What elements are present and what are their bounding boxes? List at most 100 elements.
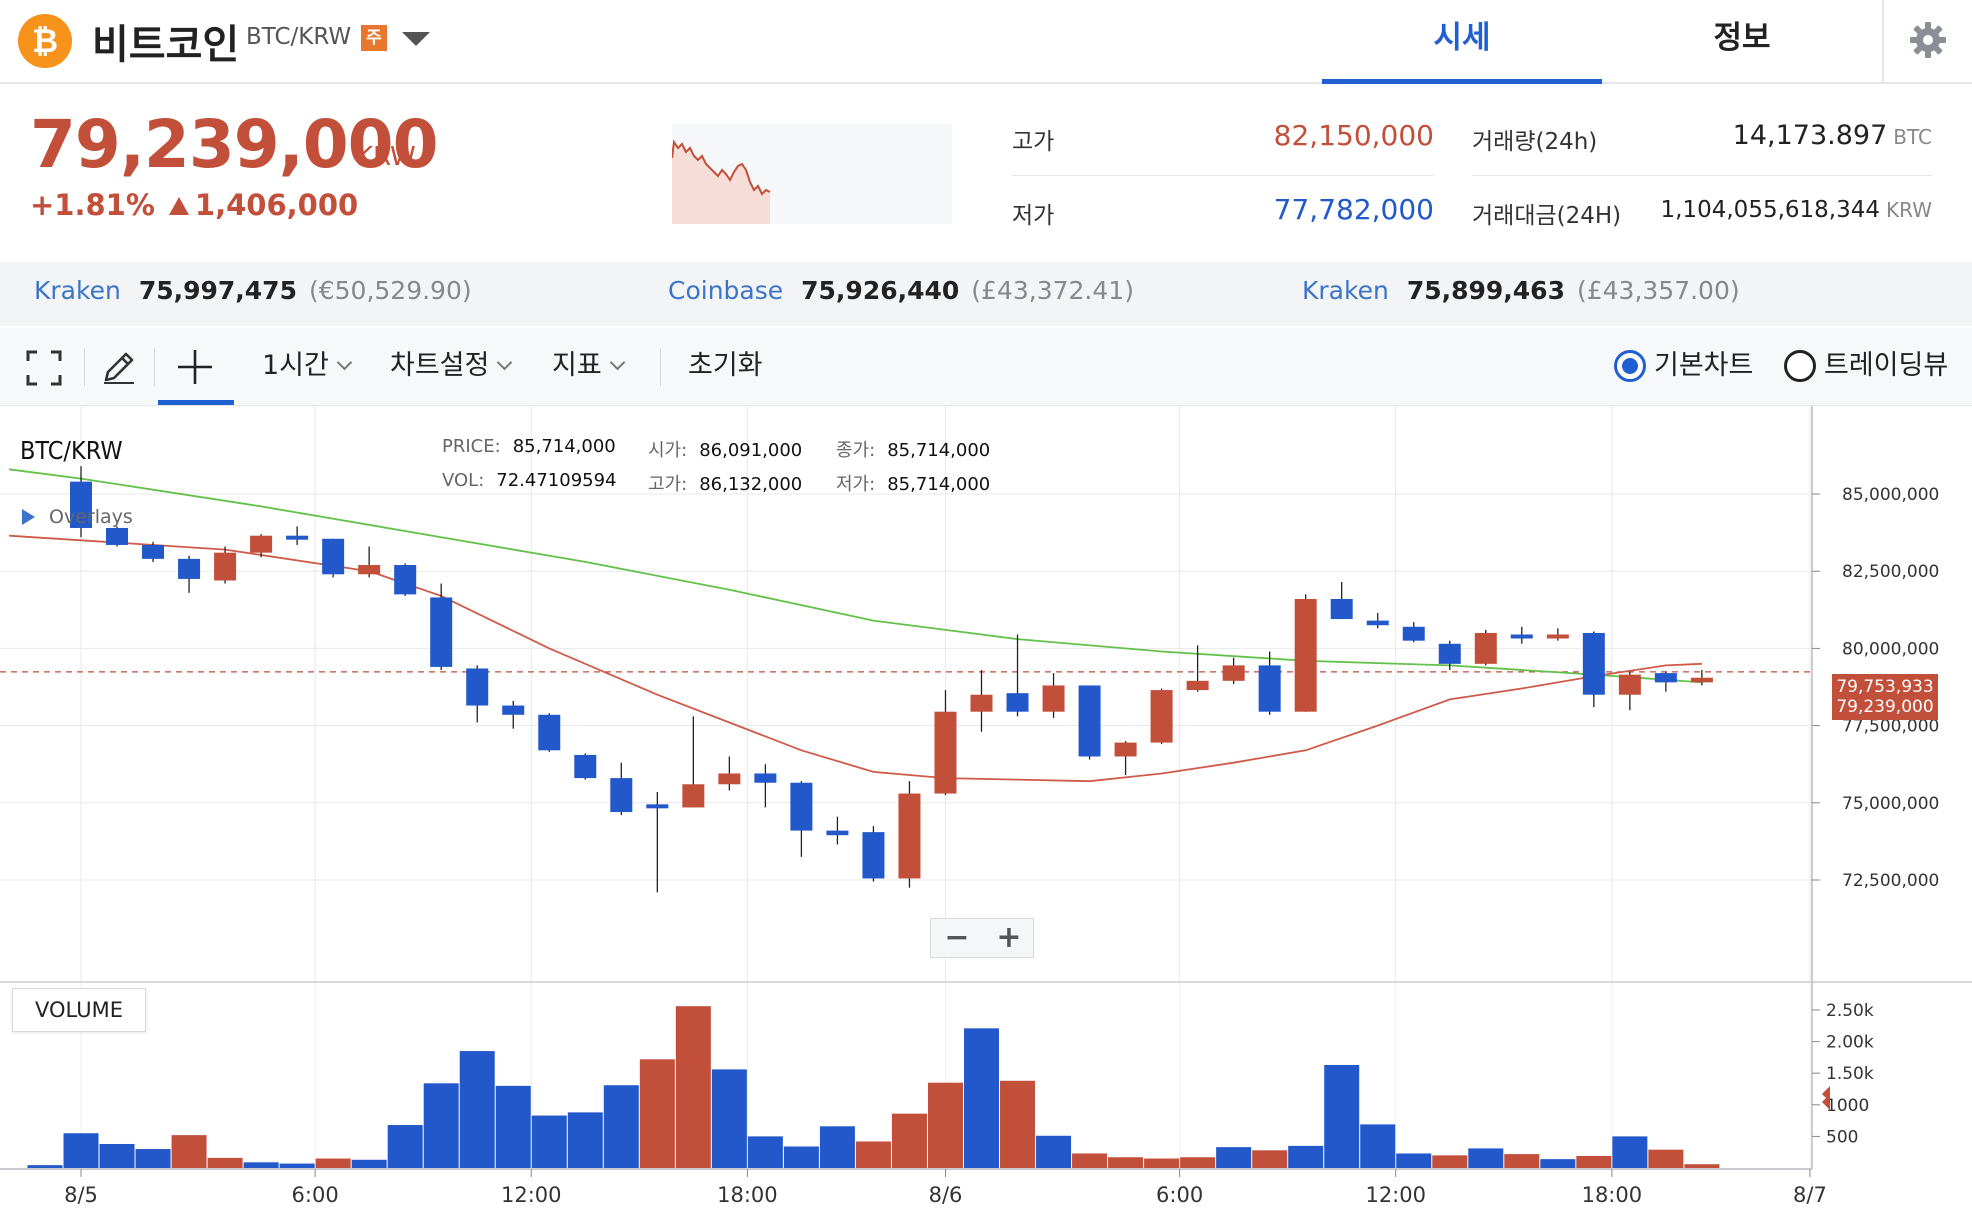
volume-bar (27, 1165, 63, 1168)
volume-bar (675, 1006, 711, 1168)
chart-toolbar: 1시간 차트설정 지표 초기화 기본차트 트레이딩뷰 (0, 328, 1972, 406)
time-axis-label: 8/6 (929, 1183, 963, 1207)
zoom-out-button[interactable]: − (944, 920, 970, 955)
toolbar-separator (84, 348, 85, 386)
last-price-tag-pointer (1822, 1094, 1830, 1110)
time-axis-label: 18:00 (717, 1183, 778, 1207)
legend-close: 종가: 85,714,000 (836, 440, 991, 461)
volume-bar (891, 1113, 927, 1168)
legend-low: 저가: 85,714,000 (836, 474, 991, 495)
candle-body (106, 527, 129, 545)
volume-bar (783, 1146, 819, 1168)
volume-bar (171, 1135, 207, 1168)
volume-axis-label: 500 (1826, 1127, 1858, 1147)
chart-settings-dropdown[interactable]: 차트설정 (390, 328, 513, 406)
active-tool-indicator (158, 400, 234, 405)
candle-body (826, 830, 849, 836)
price-axis-label: 77,500,000 (1842, 717, 1939, 737)
header-divider (1882, 0, 1884, 84)
price-axis-label: 80,000,000 (1842, 639, 1939, 659)
candle-body (1546, 634, 1569, 639)
candle-body (286, 535, 309, 540)
change-percent: +1.81% (30, 188, 155, 222)
exchange-item[interactable]: Coinbase 75,926,440 (£43,372.41) (668, 276, 1134, 305)
price-chart[interactable]: 85,000,000 82,500,000 80,000,000 77,500,000… (0, 406, 1972, 1226)
overlays-toggle[interactable]: Overlays (22, 506, 133, 528)
exchange-item[interactable]: Kraken 75,997,475 (€50,529.90) (34, 276, 472, 305)
coin-pair: BTC/KRW (246, 24, 352, 50)
volume-bar (1360, 1124, 1396, 1168)
volume-bar (1180, 1157, 1216, 1168)
volume-bar (1072, 1153, 1108, 1168)
toolbar-separator (154, 348, 155, 386)
radio-tradingview-label[interactable]: 트레이딩뷰 (1824, 350, 1949, 381)
volume-bar (279, 1163, 315, 1168)
radio-basic-chart-label[interactable]: 기본차트 (1654, 350, 1754, 381)
volume-24h-value: 14,173.897 BTC (1732, 120, 1932, 151)
volume-bar (459, 1051, 495, 1168)
stats-divider (1472, 175, 1932, 176)
volume-bar (1648, 1149, 1684, 1168)
radio-basic-chart[interactable] (1614, 350, 1646, 382)
pencil-icon[interactable] (100, 348, 138, 386)
chevron-down-icon (336, 354, 353, 371)
price-axis-label: 75,000,000 (1842, 794, 1939, 814)
sparkline-chart (672, 124, 952, 224)
low-label: 저가 (1012, 203, 1055, 229)
gear-icon[interactable] (1908, 20, 1948, 60)
last-price-tag: 79,239,000 (1832, 694, 1938, 720)
time-axis-label: 18:00 (1582, 1183, 1643, 1207)
candle-body (646, 804, 669, 809)
candle-body (394, 565, 417, 595)
fullscreen-icon[interactable] (26, 350, 62, 386)
volume-bar (423, 1083, 459, 1168)
volume-bar (711, 1069, 747, 1168)
candle-body (610, 778, 633, 813)
chevron-down-icon[interactable] (402, 32, 430, 46)
price-axis-label: 82,500,000 (1842, 562, 1939, 582)
candle-body (1078, 685, 1101, 757)
crosshair-icon[interactable] (176, 348, 214, 386)
bitcoin-logo-icon: ₿ (18, 14, 72, 68)
tab-info[interactable]: 정보 (1713, 20, 1771, 56)
volume-bar (567, 1112, 603, 1168)
time-axis-label: 6:00 (1156, 1183, 1203, 1207)
time-axis-label: 8/5 (64, 1183, 98, 1207)
volume-bar (243, 1162, 279, 1168)
volume-bar (1144, 1158, 1180, 1168)
volume-axis-label: 1000 (1826, 1096, 1869, 1116)
volume-bar (207, 1157, 243, 1168)
volume-bar (1504, 1154, 1540, 1168)
candle-body (1654, 673, 1677, 683)
candle-body (1402, 626, 1425, 641)
app-header: ₿ 비트코인 BTC/KRW 주 시세 정보 (0, 0, 1972, 84)
candle-body (1150, 690, 1173, 743)
coin-name: 비트코인 (92, 22, 240, 68)
exchange-item[interactable]: Kraken 75,899,463 (£43,357.00) (1302, 276, 1740, 305)
change-amount: 1,406,000 (194, 188, 359, 222)
exchange-price-bar: Kraken 75,997,475 (€50,529.90) Coinbase 75,… (0, 262, 1972, 326)
radio-tradingview[interactable] (1784, 350, 1816, 382)
candle-body (430, 597, 453, 667)
volume-axis-label: 1.50k (1826, 1064, 1874, 1084)
candle-body (70, 481, 92, 528)
zoom-in-button[interactable]: + (996, 920, 1022, 955)
volume-bar (1216, 1147, 1252, 1168)
tab-price[interactable]: 시세 (1322, 0, 1602, 84)
interval-dropdown[interactable]: 1시간 (262, 328, 353, 406)
price-axis-label: 72,500,000 (1842, 871, 1939, 891)
volume-bar (1684, 1164, 1720, 1168)
reset-button[interactable]: 초기화 (688, 350, 763, 381)
stats-divider (1012, 175, 1434, 176)
chart-symbol: BTC/KRW (20, 436, 123, 465)
candle-body (1438, 643, 1461, 664)
chevron-down-icon (497, 354, 513, 371)
triangle-up-icon (168, 197, 189, 215)
volume-bar (1108, 1157, 1144, 1168)
candle-body (466, 668, 489, 706)
volume-bar (315, 1158, 351, 1168)
time-axis-label: 8/7 (1793, 1183, 1827, 1207)
volume-bar (1396, 1153, 1432, 1168)
indicators-dropdown[interactable]: 지표 (552, 328, 625, 406)
high-label: 고가 (1012, 129, 1055, 155)
